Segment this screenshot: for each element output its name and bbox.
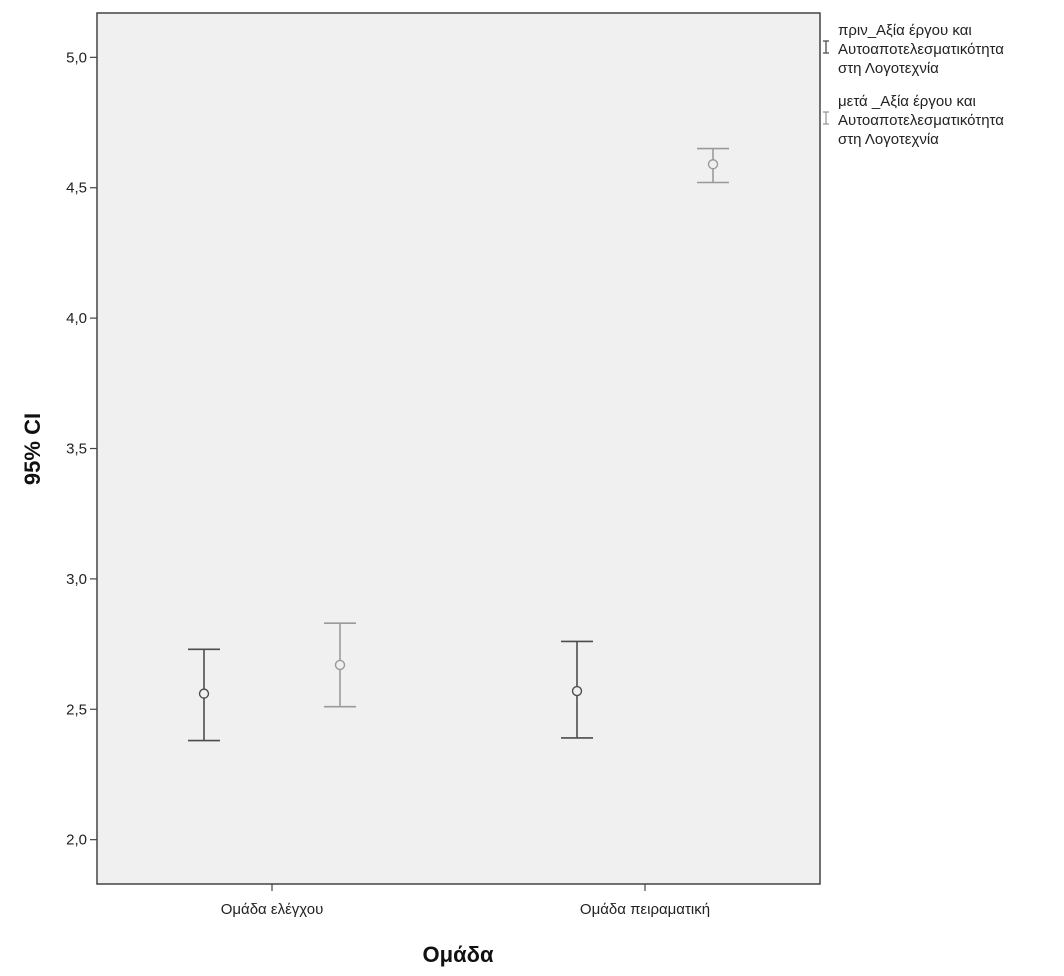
legend-label-line: μετά _Αξία έργου και: [838, 93, 976, 110]
plot-area: [96, 12, 821, 885]
y-tick-label: 2,0: [66, 832, 87, 849]
series-2: [324, 147, 729, 708]
legend-label-line: πριν_Αξία έργου και: [838, 22, 972, 39]
legend: πριν_Αξία έργου και Αυτοαποτελεσματικότητ…: [823, 22, 1004, 148]
series-1: [188, 640, 593, 742]
mean-marker: [198, 688, 210, 699]
y-tick-label: 2,5: [66, 701, 87, 718]
y-axis: 2,0 2,5 3,0 3,5 4,0 4,5 5,0: [66, 49, 97, 849]
y-tick-label: 3,5: [66, 441, 87, 458]
mean-marker: [571, 685, 583, 697]
mean-marker: [334, 659, 346, 671]
y-tick-label: 4,0: [66, 310, 87, 327]
series-layer: [188, 147, 729, 742]
x-axis: Ομάδα ελέγχου Ομάδα πειραματική: [221, 884, 710, 918]
y-axis-title: 95% CI: [20, 413, 45, 485]
mean-marker: [707, 159, 719, 170]
y-tick-label: 4,5: [66, 180, 87, 197]
y-tick-label: 5,0: [66, 49, 87, 66]
legend-label-line: στη Λογοτεχνία: [838, 131, 939, 148]
legend-label-line: Αυτοαποτελεσματικότητα: [838, 41, 1004, 58]
legend-label-line: Αυτοαποτελεσματικότητα: [838, 112, 1004, 129]
x-tick-label: Ομάδα πειραματική: [580, 901, 710, 918]
y-tick-label: 3,0: [66, 571, 87, 588]
x-axis-title: Ομάδα: [423, 942, 494, 967]
legend-label-line: στη Λογοτεχνία: [838, 60, 939, 77]
x-tick-label: Ομάδα ελέγχου: [221, 901, 324, 918]
